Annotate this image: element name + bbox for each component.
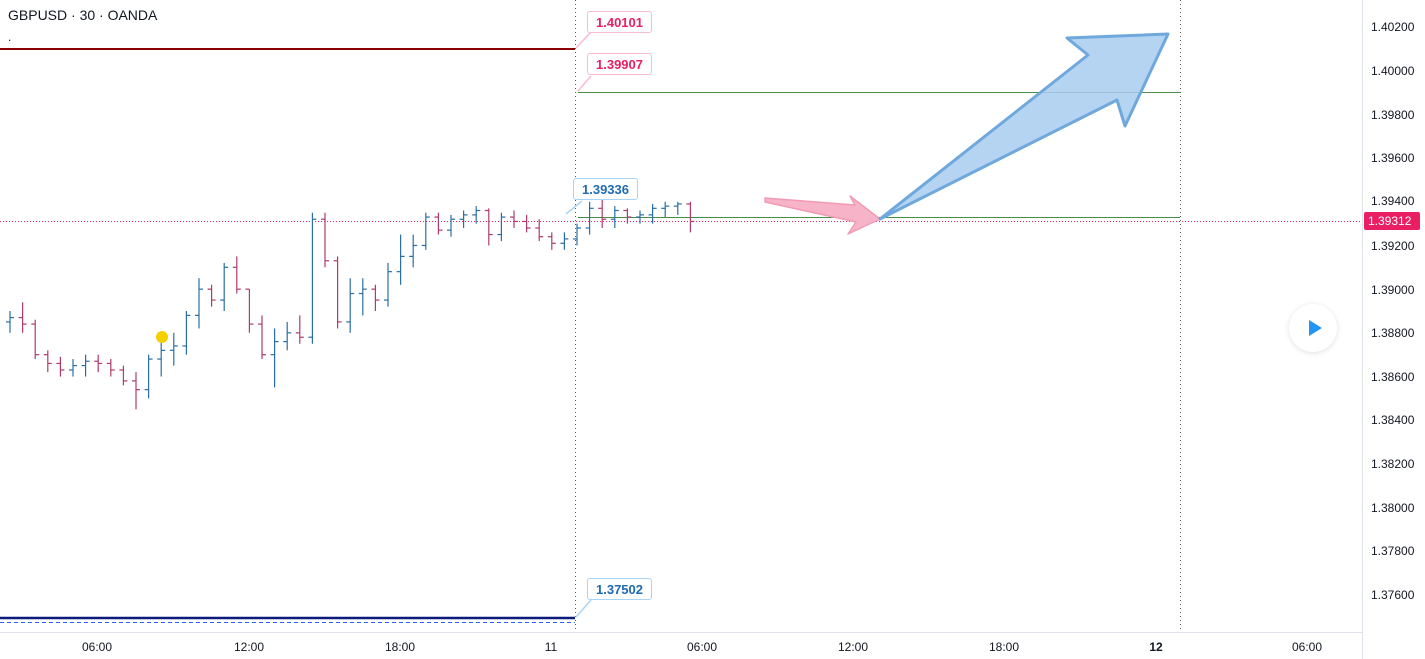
ohlc-bar (157, 337, 166, 377)
ohlc-bar (258, 315, 266, 360)
ohlc-bar (69, 359, 77, 377)
ohlc-bar (522, 214, 531, 233)
time-axis-label: 11 (544, 640, 558, 654)
ohlc-bar (497, 212, 506, 242)
price-axis-label: 1.38800 (1371, 326, 1415, 340)
event-marker[interactable] (156, 331, 168, 343)
time-axis-label: 18:00 (988, 640, 1020, 654)
price-axis-label: 1.39400 (1371, 194, 1415, 208)
symbol-title[interactable]: GBPUSD · 30 · OANDA (8, 7, 158, 23)
ohlc-bar (447, 214, 455, 237)
price-axis-label: 1.39800 (1371, 108, 1415, 122)
ohlc-bar (598, 199, 607, 228)
time-axis-label: 12:00 (233, 640, 265, 654)
ohlc-bar (220, 262, 229, 311)
price-axis-label: 1.38000 (1371, 501, 1415, 515)
ohlc-bar (358, 278, 367, 316)
ohlc-bar (459, 210, 468, 228)
price-axis-label: 1.39600 (1371, 151, 1415, 165)
price-axis-label: 1.39000 (1371, 283, 1415, 297)
callout-price-blue-mid[interactable]: 1.39336 (573, 178, 638, 200)
play-icon (1308, 320, 1322, 336)
ohlc-bar (648, 203, 657, 224)
price-axis-label: 1.40000 (1371, 64, 1415, 78)
time-axis-label: 06:00 (1291, 640, 1323, 654)
ohlc-bar (245, 288, 254, 333)
ohlc-bar (270, 328, 279, 388)
ohlc-bar (18, 302, 27, 333)
ohlc-bar (195, 278, 203, 329)
ohlc-bar (636, 210, 644, 224)
ohlc-bar (409, 234, 418, 268)
ohlc-bar (43, 350, 52, 373)
callout-pointer-red-second (577, 75, 592, 92)
indicator-dot: . (8, 30, 12, 44)
ohlc-bar (232, 256, 241, 294)
ohlc-bars (6, 199, 695, 410)
pink-arrow-drawing[interactable] (764, 195, 881, 235)
price-axis-label: 1.38200 (1371, 457, 1415, 471)
time-axis-label: 12 (1149, 640, 1163, 654)
ohlc-bar (144, 354, 153, 399)
ohlc-bar (56, 356, 65, 377)
ohlc-bar (283, 321, 292, 351)
last-price-tag: 1.39312 (1364, 212, 1420, 230)
scroll-to-realtime-button[interactable] (1289, 304, 1337, 352)
ohlc-bar (207, 284, 216, 307)
ohlc-bar (560, 232, 569, 250)
ohlc-bar (686, 201, 695, 233)
ohlc-bar (472, 206, 481, 224)
callout-price-red-top[interactable]: 1.40101 (587, 11, 652, 33)
time-axis-label: 18:00 (384, 640, 416, 654)
ohlc-bar (371, 284, 380, 311)
ohlc-bar (384, 262, 392, 307)
ohlc-bar (182, 311, 191, 355)
ohlc-bar (484, 208, 493, 246)
ohlc-bar (94, 354, 103, 373)
ohlc-bar (346, 278, 355, 333)
ohlc-bar (673, 201, 682, 215)
blue-arrow-drawing[interactable] (878, 32, 1170, 221)
ohlc-bar (321, 212, 329, 268)
ohlc-bar (6, 311, 14, 333)
ohlc-bar (585, 201, 594, 235)
ohlc-bar (535, 219, 544, 242)
ohlc-bar (421, 212, 430, 250)
ohlc-bar (510, 210, 518, 228)
time-axis-label: 12:00 (837, 640, 869, 654)
price-axis-label: 1.37800 (1371, 544, 1415, 558)
ohlc-bar (31, 319, 40, 360)
ohlc-bar (623, 208, 632, 224)
ohlc-bar (396, 234, 405, 285)
ohlc-bar (308, 212, 317, 344)
price-axis-label: 1.37600 (1371, 588, 1415, 602)
ohlc-bar (119, 365, 128, 386)
ohlc-bar (661, 201, 670, 218)
callout-pointer-blue-mid (565, 200, 583, 215)
callout-pointer-red-top (575, 31, 592, 49)
time-axis-label: 06:00 (686, 640, 718, 654)
callout-price-red-second[interactable]: 1.39907 (587, 53, 652, 75)
callout-price-blue-bottom[interactable]: 1.37502 (587, 578, 652, 600)
ohlc-bar (610, 206, 619, 228)
ohlc-bar (169, 332, 178, 366)
ohlc-bar (295, 315, 304, 344)
ohlc-bar (106, 359, 115, 377)
ohlc-bar (434, 212, 443, 235)
ohlc-bar (547, 232, 556, 250)
price-axis-label: 1.40200 (1371, 20, 1415, 34)
price-axis-label: 1.39200 (1371, 239, 1415, 253)
ohlc-bar (333, 256, 342, 329)
price-axis-label: 1.38600 (1371, 370, 1415, 384)
time-axis-label: 06:00 (81, 640, 113, 654)
ohlc-bar (81, 354, 90, 377)
callout-pointer-blue-bottom (575, 599, 592, 618)
price-axis-label: 1.38400 (1371, 413, 1415, 427)
ohlc-bar (573, 223, 581, 246)
ohlc-bar (132, 372, 140, 410)
